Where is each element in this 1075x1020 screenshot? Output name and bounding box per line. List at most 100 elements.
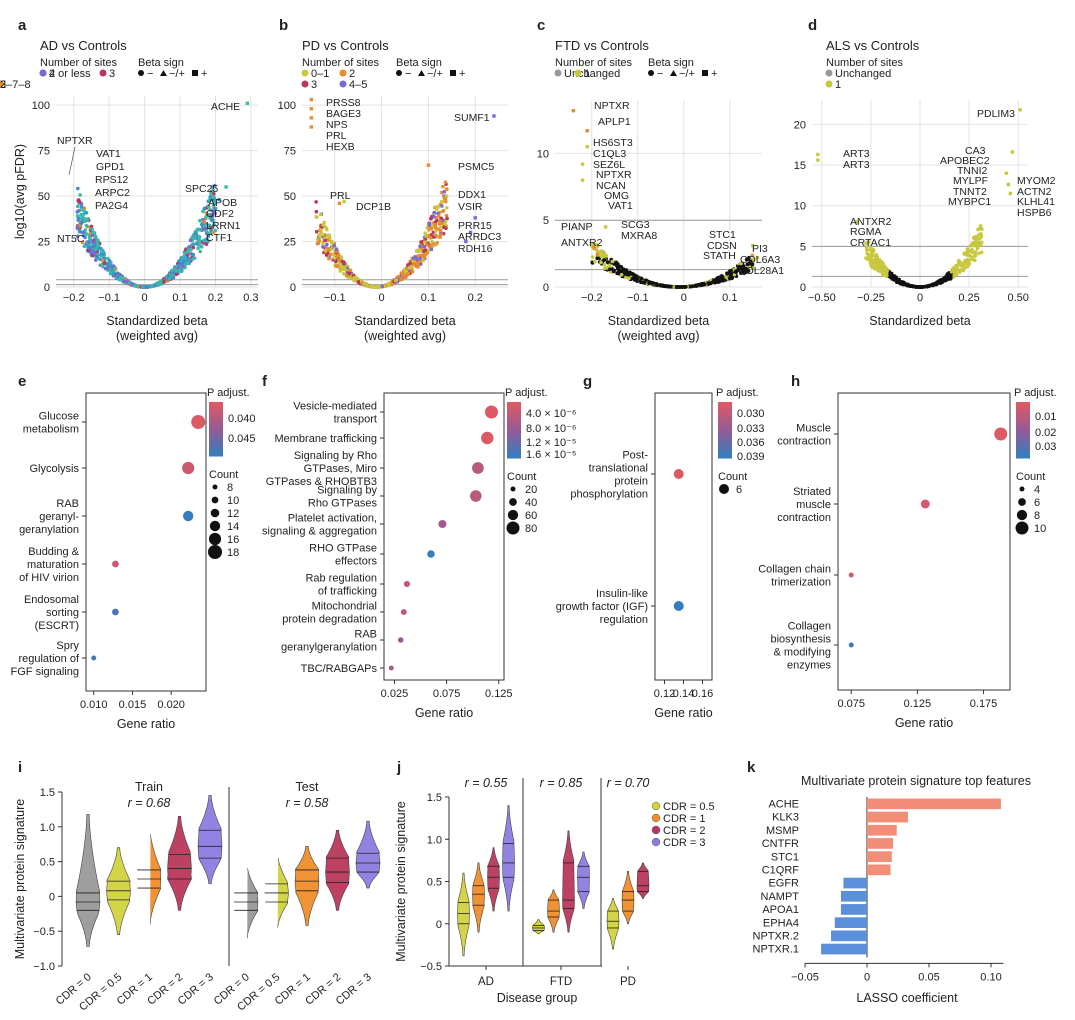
outlier-point bbox=[210, 217, 214, 222]
data-point bbox=[926, 284, 931, 288]
data-point bbox=[690, 284, 695, 289]
data-point bbox=[406, 272, 411, 276]
size-legend-dot bbox=[510, 486, 516, 492]
colorbar-segment bbox=[507, 416, 521, 420]
data-point bbox=[958, 260, 963, 265]
sign-label: + bbox=[459, 68, 465, 80]
data-point bbox=[877, 267, 881, 272]
feature-label: EPHA4 bbox=[763, 917, 799, 929]
data-point bbox=[593, 259, 597, 264]
x-tick-label: −0.1 bbox=[324, 292, 346, 304]
y-tick-label: 1.0 bbox=[427, 834, 442, 846]
data-point bbox=[343, 263, 347, 267]
gene-label: MYOM2 bbox=[1017, 175, 1056, 187]
data-point bbox=[347, 269, 351, 274]
sign-triangle-icon bbox=[418, 70, 425, 76]
gene-label: APOBEC2 bbox=[940, 155, 990, 167]
colorbar-title: P adjust. bbox=[207, 387, 250, 399]
size-legend-label: 8 bbox=[227, 482, 233, 494]
legend-title: Beta sign bbox=[648, 57, 694, 69]
term-label-line: metabolism bbox=[23, 424, 79, 436]
data-point bbox=[423, 240, 427, 244]
colorbar-segment bbox=[718, 455, 732, 459]
data-point bbox=[436, 235, 440, 239]
data-point bbox=[345, 270, 349, 274]
colorbar-tick-label: 0.030 bbox=[737, 408, 765, 420]
gene-label: CA3 bbox=[965, 145, 986, 157]
x-tick-label: 0.075 bbox=[837, 698, 865, 710]
panel-letter: c bbox=[537, 17, 545, 34]
data-point bbox=[394, 278, 398, 282]
gene-label: ARRDC3 bbox=[458, 231, 501, 243]
legend-swatch bbox=[554, 69, 562, 77]
data-point bbox=[102, 252, 106, 257]
data-point bbox=[442, 232, 446, 236]
colorbar-segment bbox=[209, 404, 223, 408]
coefficient-bar bbox=[867, 811, 908, 823]
enrichment-dot bbox=[438, 519, 447, 529]
data-point bbox=[189, 247, 193, 252]
colorbar-segment bbox=[507, 441, 521, 445]
data-point bbox=[202, 220, 206, 224]
data-point bbox=[941, 279, 945, 284]
volcano-panel-d: d ALS vs Controls Number of sitesUnchanged… bbox=[794, 17, 1056, 328]
gene-label: ART3 bbox=[843, 159, 870, 171]
gene-label: C1QL3 bbox=[593, 148, 626, 160]
colorbar-segment bbox=[507, 402, 521, 406]
data-point bbox=[429, 223, 433, 227]
data-point bbox=[632, 275, 636, 280]
feature-label: NAMPT bbox=[761, 891, 800, 903]
colorbar-segment bbox=[209, 434, 223, 438]
size-legend-label: 16 bbox=[227, 534, 239, 546]
data-point bbox=[747, 255, 751, 260]
colorbar-segment bbox=[718, 424, 732, 428]
data-point bbox=[205, 237, 209, 242]
colorbar-segment bbox=[718, 416, 732, 420]
data-point bbox=[211, 197, 216, 202]
outlier-point bbox=[755, 255, 760, 260]
colorbar-tick-label: 4.0 × 10⁻⁶ bbox=[526, 408, 576, 420]
x-axis-title: Standardized beta (weighted avg) bbox=[608, 314, 710, 343]
data-point bbox=[884, 270, 889, 275]
x-axis-title-line: (weighted avg) bbox=[116, 329, 198, 343]
outlier-point bbox=[309, 125, 314, 129]
data-point bbox=[167, 276, 172, 281]
panel-title: AD vs Controls bbox=[40, 38, 127, 53]
colorbar-segment bbox=[1016, 404, 1030, 409]
coefficient-bar bbox=[867, 798, 1001, 810]
x-tick-label: 0 bbox=[917, 292, 923, 304]
size-legend-dot bbox=[506, 521, 520, 535]
violin-shape bbox=[562, 830, 575, 933]
colorbar-segment bbox=[209, 412, 223, 416]
data-point bbox=[92, 230, 96, 235]
gene-label: NPS bbox=[326, 119, 348, 131]
data-point bbox=[206, 225, 210, 230]
y-tick-label: −1.0 bbox=[33, 961, 55, 973]
term-label-line: TBC/RABGAPs bbox=[301, 663, 378, 675]
data-point bbox=[187, 244, 191, 249]
x-axis-title: Gene ratio bbox=[415, 706, 473, 720]
data-point bbox=[166, 273, 171, 278]
data-point bbox=[428, 245, 432, 249]
x-axis-title: Gene ratio bbox=[117, 717, 175, 731]
data-point bbox=[410, 269, 415, 274]
enrichment-dot bbox=[91, 655, 97, 661]
correlation-label: r = 0.58 bbox=[286, 796, 329, 810]
data-point bbox=[177, 259, 181, 263]
sign-square-icon bbox=[702, 70, 708, 76]
colorbar-segment bbox=[718, 446, 732, 451]
size-legend-title: Count bbox=[209, 469, 238, 481]
data-point bbox=[672, 285, 676, 289]
x-axis-title: Disease group bbox=[497, 991, 578, 1005]
x-tick-label: 0.075 bbox=[433, 688, 461, 700]
feature-label: NPTXR.1 bbox=[753, 944, 799, 956]
data-point bbox=[188, 238, 193, 243]
data-point bbox=[83, 219, 87, 223]
colorbar-segment bbox=[1016, 418, 1030, 423]
data-point bbox=[427, 228, 431, 232]
data-point bbox=[965, 247, 970, 251]
sign-square-icon bbox=[192, 70, 198, 76]
data-point bbox=[403, 275, 407, 280]
data-point bbox=[81, 212, 86, 217]
data-point bbox=[864, 241, 868, 246]
